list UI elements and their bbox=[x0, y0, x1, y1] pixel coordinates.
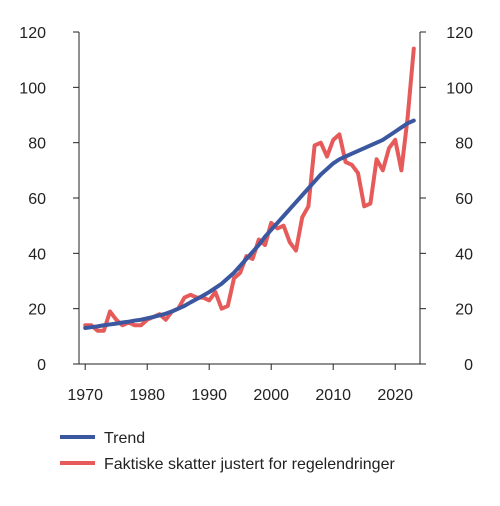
series-layer bbox=[83, 46, 416, 333]
legend-label: Faktiske skatter justert for regelendrin… bbox=[104, 456, 395, 473]
legend: Trend Faktiske skatter justert for regele… bbox=[60, 430, 395, 473]
y-tick-label-right: 60 bbox=[455, 191, 473, 208]
y-tick-label-right: 20 bbox=[455, 302, 473, 319]
x-tick-label: 1990 bbox=[191, 387, 227, 404]
series-line-trend bbox=[83, 118, 416, 331]
y-tick-label-left: 0 bbox=[37, 357, 46, 374]
x-tick-label: 1980 bbox=[129, 387, 165, 404]
y-tick-label-right: 120 bbox=[446, 25, 473, 42]
series-line-faktiske-skatter bbox=[83, 46, 416, 333]
y-tick-label-left: 120 bbox=[19, 25, 46, 42]
legend-label: Trend bbox=[104, 430, 145, 447]
y-tick-label-left: 20 bbox=[28, 302, 46, 319]
y-tick-label-left: 100 bbox=[19, 80, 46, 97]
x-tick-label: 2010 bbox=[315, 387, 351, 404]
y-tick-label-right: 100 bbox=[446, 80, 473, 97]
y-tick-label-right: 40 bbox=[455, 246, 473, 263]
x-tick-label: 1970 bbox=[67, 387, 103, 404]
x-tick-label: 2020 bbox=[377, 387, 413, 404]
y-tick-label-left: 60 bbox=[28, 191, 46, 208]
x-tick-label: 2000 bbox=[253, 387, 289, 404]
y-tick-label-left: 80 bbox=[28, 136, 46, 153]
y-tick-label-right: 80 bbox=[455, 136, 473, 153]
y-tick-label-left: 40 bbox=[28, 246, 46, 263]
y-tick-label-right: 0 bbox=[464, 357, 473, 374]
